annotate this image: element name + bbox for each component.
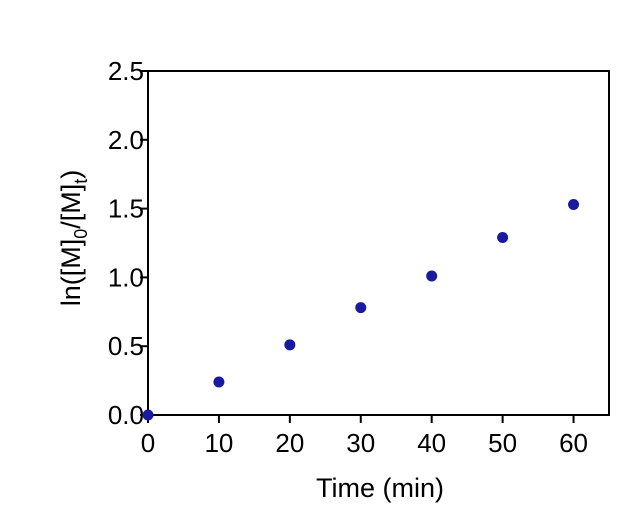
data-point [213, 376, 225, 388]
y-tick-label: 2.0 [108, 125, 144, 155]
axes-layer: 0 10 20 30 40 50 60 0.0 0.5 1.0 1.5 2.0 2.5 [108, 56, 610, 458]
x-tick-label: 40 [417, 428, 446, 458]
y-axis-title-suffix: ) [56, 170, 86, 179]
y-axis-title-middle: /[M] [56, 184, 86, 229]
points-layer [142, 198, 580, 421]
x-tick-label: 30 [346, 428, 375, 458]
y-axis-title: ln([M]0/[M]t) [56, 170, 91, 307]
x-tick-label: 0 [141, 428, 155, 458]
x-tick-label: 60 [559, 428, 588, 458]
y-tick-label: 1.0 [108, 262, 144, 292]
y-tick-label: 1.5 [108, 194, 144, 224]
y-axis-title-subscript-0: 0 [71, 229, 91, 239]
y-axis-title-subscript-t: t [71, 179, 91, 184]
data-point [426, 270, 438, 282]
x-tick-label: 20 [275, 428, 304, 458]
plot-frame [147, 70, 610, 416]
x-tick-label: 10 [204, 428, 233, 458]
x-axis-title: Time (min) [316, 473, 444, 503]
y-axis-title-prefix: ln([M] [56, 239, 86, 307]
y-tick-label: 0.5 [108, 331, 144, 361]
data-point [355, 302, 367, 314]
data-point [497, 231, 509, 243]
x-tick-label: 50 [488, 428, 517, 458]
y-tick-label: 0.0 [108, 400, 144, 430]
y-tick-label: 2.5 [108, 56, 144, 86]
data-point [284, 339, 296, 351]
data-point [142, 409, 154, 421]
data-point [568, 198, 580, 210]
